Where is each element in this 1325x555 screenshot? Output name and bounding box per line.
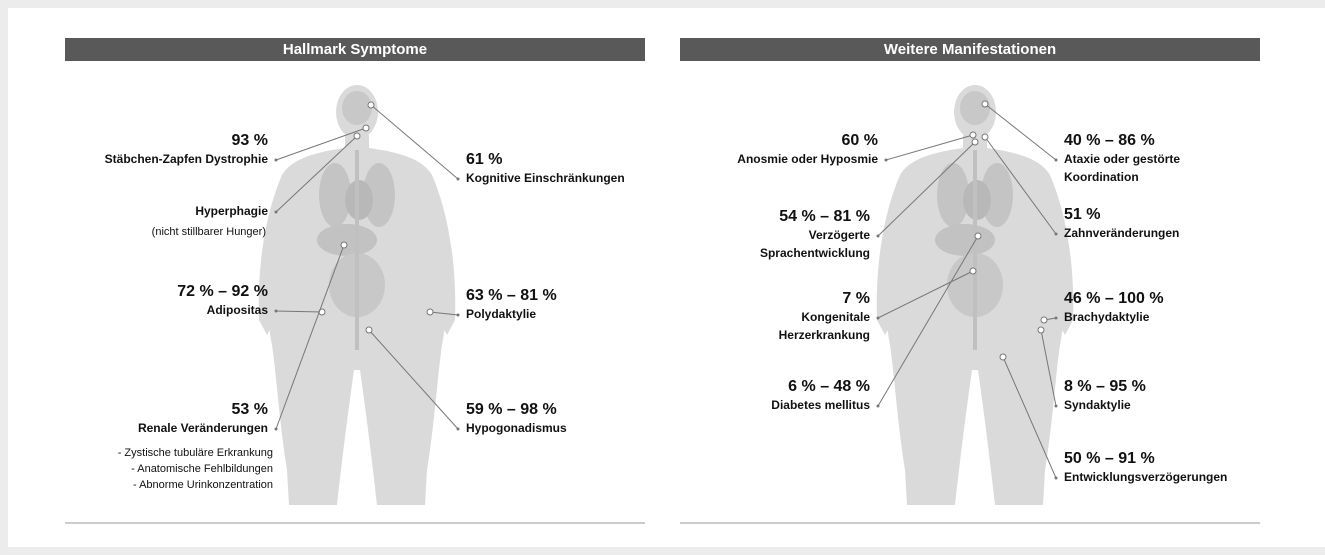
- leader-end: [1055, 159, 1058, 162]
- body-point: [975, 233, 981, 239]
- symptom-label: Kongenitale: [801, 310, 870, 324]
- body-point: [427, 309, 433, 315]
- symptom-note: (nicht stillbarer Hunger): [152, 226, 266, 238]
- percentage: 61 %: [466, 151, 502, 168]
- symptom-label: Zahnveränderungen: [1064, 226, 1179, 240]
- body-point: [972, 139, 978, 145]
- body-silhouette: [877, 85, 1074, 505]
- panel-title: Hallmark Symptome: [283, 41, 427, 58]
- symptom-label: Herzerkrankung: [779, 328, 870, 342]
- body-point: [982, 134, 988, 140]
- leader-end: [1055, 233, 1058, 236]
- body-silhouette: [259, 85, 456, 505]
- symptom-label: Brachydaktylie: [1064, 310, 1150, 324]
- percentage: 60 %: [842, 132, 878, 149]
- symptom-note: - Zystische tubuläre Erkrankung: [118, 447, 273, 459]
- symptom-label: Verzögerte: [809, 228, 871, 242]
- percentage: 6 % – 48 %: [788, 378, 870, 395]
- page: Hallmark Symptome Weitere Manifestatione…: [8, 8, 1325, 547]
- body-point: [970, 268, 976, 274]
- percentage: 53 %: [232, 401, 268, 418]
- body-point: [354, 133, 360, 139]
- symptom-label: Koordination: [1064, 170, 1139, 184]
- percentage: 93 %: [232, 132, 268, 149]
- symptom-label: Sprachentwicklung: [760, 246, 870, 260]
- body-point: [970, 132, 976, 138]
- percentage: 72 % – 92 %: [177, 283, 268, 300]
- body-point: [982, 101, 988, 107]
- symptom-label: Diabetes mellitus: [771, 398, 870, 412]
- symptom-label: Polydaktylie: [466, 307, 536, 321]
- leader-end: [1055, 317, 1058, 320]
- percentage: 40 % – 86 %: [1064, 132, 1155, 149]
- symptom-label: Adipositas: [207, 303, 269, 317]
- body-point: [1041, 317, 1047, 323]
- symptom-label: Ataxie oder gestörte: [1064, 152, 1180, 166]
- leader-end: [885, 159, 888, 162]
- leader-end: [457, 178, 460, 181]
- body-point: [366, 327, 372, 333]
- leader-end: [1055, 477, 1058, 480]
- leader-end: [275, 159, 278, 162]
- panel-title: Weitere Manifestationen: [884, 41, 1056, 58]
- symptom-label: Stäbchen-Zapfen Dystrophie: [105, 152, 269, 166]
- symptom-label: Hypogonadismus: [466, 421, 567, 435]
- symptom-note: - Abnorme Urinkonzentration: [133, 479, 273, 491]
- symptom-label: Kognitive Einschränkungen: [466, 171, 625, 185]
- body-point: [341, 242, 347, 248]
- percentage: 50 % – 91 %: [1064, 450, 1155, 467]
- leader-end: [275, 310, 278, 313]
- infographic: Hallmark Symptome Weitere Manifestatione…: [8, 8, 1325, 555]
- percentage: 7 %: [842, 290, 870, 307]
- symptom-label: Renale Veränderungen: [138, 421, 268, 435]
- body-point: [1038, 327, 1044, 333]
- leader-end: [877, 405, 880, 408]
- leader-end: [457, 314, 460, 317]
- body-point: [368, 102, 374, 108]
- symptom-label: Entwicklungsverzögerungen: [1064, 470, 1227, 484]
- symptom-label: Syndaktylie: [1064, 398, 1131, 412]
- leader-end: [457, 428, 460, 431]
- percentage: 59 % – 98 %: [466, 401, 557, 418]
- leader-end: [1055, 405, 1058, 408]
- percentage: 54 % – 81 %: [779, 208, 870, 225]
- leader-end: [877, 235, 880, 238]
- symptom-label: Anosmie oder Hyposmie: [737, 152, 878, 166]
- body-point: [1000, 354, 1006, 360]
- percentage: 63 % – 81 %: [466, 287, 557, 304]
- percentage: 8 % – 95 %: [1064, 378, 1146, 395]
- body-point: [363, 125, 369, 131]
- symptom-label: Hyperphagie: [195, 204, 268, 218]
- leader-end: [275, 428, 278, 431]
- percentage: 51 %: [1064, 206, 1100, 223]
- leader-end: [877, 317, 880, 320]
- symptom-note: - Anatomische Fehlbildungen: [131, 463, 273, 475]
- leader-end: [275, 211, 278, 214]
- percentage: 46 % – 100 %: [1064, 290, 1164, 307]
